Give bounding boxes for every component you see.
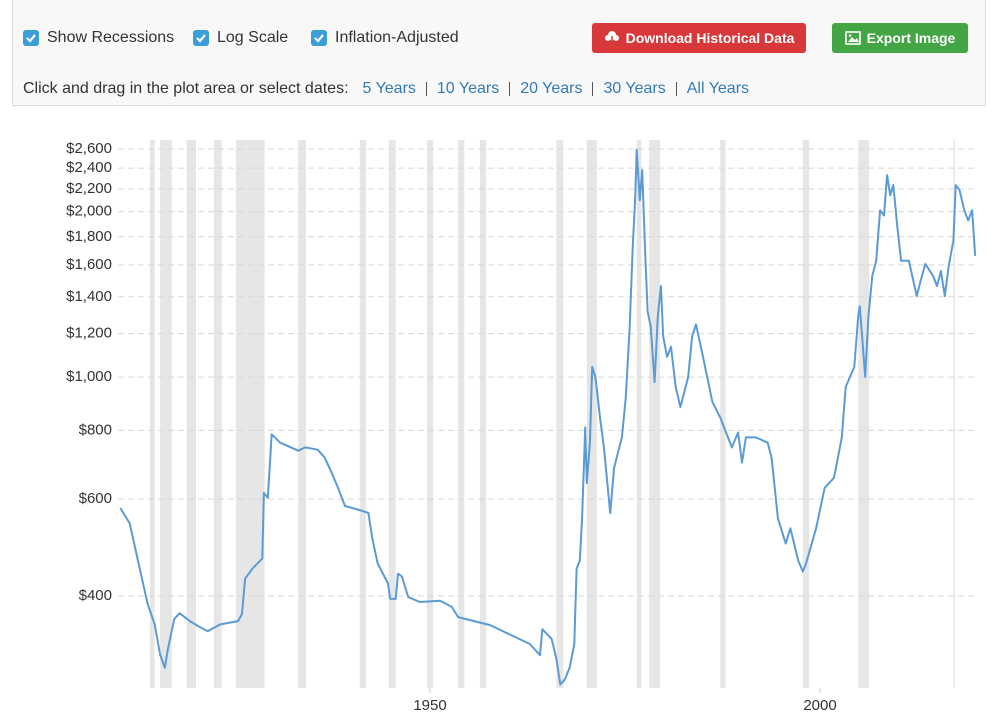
recession-band bbox=[298, 140, 306, 688]
checkbox[interactable]: Log Scale bbox=[193, 29, 288, 47]
recession-band bbox=[479, 140, 487, 688]
control-panel: Show Recessions Log Scale Inflation-Adjust… bbox=[12, 0, 986, 106]
price-line bbox=[119, 148, 977, 686]
range-link[interactable]: 20 Years bbox=[520, 80, 583, 97]
y-tick-label: $1,800 bbox=[66, 228, 112, 245]
recession-band bbox=[720, 140, 726, 688]
y-tick-label: $2,200 bbox=[66, 180, 112, 197]
button[interactable]: Export Image bbox=[832, 23, 968, 53]
recession-band bbox=[586, 140, 597, 688]
separator bbox=[509, 82, 511, 96]
recession-band bbox=[458, 140, 465, 688]
checkbox-box[interactable] bbox=[311, 30, 327, 46]
y-tick-label: $2,000 bbox=[66, 203, 112, 220]
recession-band bbox=[649, 140, 661, 688]
y-tick-label: $1,000 bbox=[66, 368, 112, 385]
range-link[interactable]: 30 Years bbox=[603, 80, 666, 97]
checkbox[interactable]: Inflation-Adjusted bbox=[311, 29, 459, 47]
recession-band bbox=[556, 140, 564, 688]
y-tick-label: $400 bbox=[79, 587, 112, 604]
recession-band bbox=[858, 140, 870, 688]
checkbox-label[interactable]: Log Scale bbox=[217, 29, 289, 46]
y-tick-label: $2,400 bbox=[66, 159, 112, 176]
recession-band bbox=[149, 140, 155, 688]
recession-band bbox=[160, 140, 172, 688]
button-label[interactable]: Download Historical Data bbox=[625, 30, 795, 46]
recession-band bbox=[388, 140, 396, 688]
x-tick-label: 2000 bbox=[803, 697, 836, 714]
checkbox[interactable]: Show Recessions bbox=[23, 29, 174, 47]
recession-band bbox=[426, 140, 434, 688]
checkbox-box[interactable] bbox=[193, 30, 209, 46]
separator bbox=[675, 82, 677, 96]
button-label[interactable]: Export Image bbox=[866, 30, 956, 46]
y-tick-label: $1,200 bbox=[66, 325, 112, 342]
y-tick-label: $1,600 bbox=[66, 256, 112, 273]
y-tick-label: $2,600 bbox=[66, 140, 112, 157]
range-link[interactable]: All Years bbox=[686, 80, 750, 97]
date-range-row: Click and drag in the plot area or selec… bbox=[23, 80, 749, 98]
y-tick-label: $800 bbox=[79, 421, 112, 438]
separator bbox=[592, 82, 594, 96]
recession-band bbox=[235, 140, 265, 688]
button[interactable]: Download Historical Data bbox=[592, 23, 806, 53]
range-link[interactable]: 5 Years bbox=[362, 80, 416, 97]
checkbox-label[interactable]: Inflation-Adjusted bbox=[335, 29, 459, 46]
y-tick-label: $1,400 bbox=[66, 288, 112, 305]
recession-band bbox=[636, 140, 642, 688]
recession-band bbox=[213, 140, 222, 688]
checkbox-label[interactable]: Show Recessions bbox=[47, 29, 175, 46]
checkbox-box[interactable] bbox=[23, 30, 39, 46]
check-mark bbox=[314, 34, 324, 43]
image-icon bbox=[844, 31, 861, 45]
recession-band bbox=[359, 140, 367, 688]
x-tick-label: 1950 bbox=[413, 697, 446, 714]
check-mark bbox=[26, 34, 36, 43]
recession-band bbox=[802, 140, 810, 688]
range-link[interactable]: 10 Years bbox=[436, 80, 500, 97]
check-mark bbox=[196, 34, 206, 43]
download-icon bbox=[604, 31, 619, 44]
y-tick-label: $600 bbox=[79, 490, 112, 507]
separator bbox=[425, 82, 427, 96]
prompt: Click and drag in the plot area or selec… bbox=[23, 80, 349, 97]
recession-band bbox=[186, 140, 196, 688]
recession-band bbox=[953, 140, 955, 688]
